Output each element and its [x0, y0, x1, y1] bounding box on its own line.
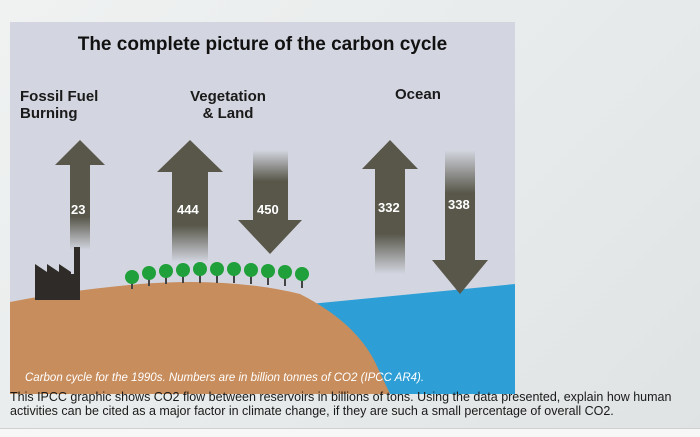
- flow-arrow-vegetation-up: [157, 140, 223, 262]
- diagram-caption: Carbon cycle for the 1990s. Numbers are …: [25, 372, 425, 384]
- diagram-title: The complete picture of the carbon cycle: [77, 34, 448, 55]
- region-label-fossil-line2: Burning: [20, 105, 78, 122]
- region-label-vegetation-line2: & Land: [202, 105, 254, 122]
- region-label-ocean: Ocean: [395, 86, 441, 103]
- region-label-fossil: Fossil Fuel Burning: [20, 88, 98, 122]
- flow-value-ocean-up: 332: [378, 200, 400, 215]
- flow-value-ocean-down: 338: [448, 197, 470, 212]
- trees-row: [125, 262, 309, 289]
- diagram-artwork: [10, 140, 515, 394]
- flow-arrow-ocean-down: [432, 150, 488, 294]
- land-ground: [10, 281, 390, 394]
- factory-icon: [35, 247, 80, 300]
- flow-arrow-ocean-up: [362, 140, 418, 274]
- question-text: This IPCC graphic shows CO2 flow between…: [10, 390, 672, 418]
- flow-value-vegetation-down: 450: [257, 202, 279, 217]
- ocean-water: [310, 284, 515, 394]
- flow-value-vegetation-up: 444: [177, 202, 199, 217]
- flow-value-fossil-up: 23: [71, 202, 86, 217]
- region-label-vegetation: Vegetation & Land: [178, 88, 278, 122]
- flow-arrow-vegetation-down: [238, 150, 302, 254]
- region-label-fossil-line1: Fossil Fuel: [20, 88, 99, 105]
- flow-arrow-fossil-up: [55, 140, 105, 250]
- carbon-cycle-diagram: The complete picture of the carbon cycle…: [10, 22, 515, 394]
- page-bottom-strip: [0, 428, 700, 437]
- region-label-vegetation-line1: Vegetation: [190, 88, 266, 105]
